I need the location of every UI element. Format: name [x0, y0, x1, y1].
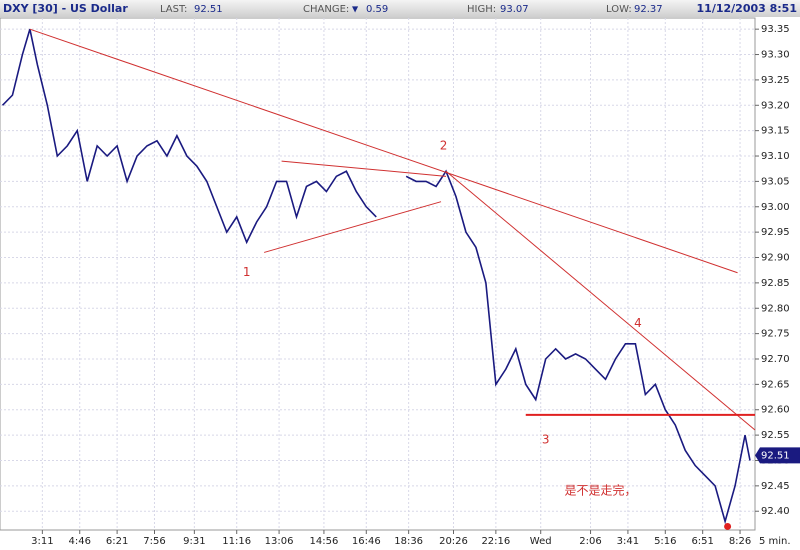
- x-tick-label: 20:26: [439, 536, 468, 547]
- x-tick-label: 16:46: [352, 536, 381, 547]
- y-tick-label: 92.40: [761, 506, 790, 517]
- trend-line: [281, 160, 447, 177]
- x-tick-label: 11:16: [222, 536, 251, 547]
- y-tick-label: 93.20: [761, 100, 790, 111]
- y-tick-label: 92.90: [761, 253, 790, 264]
- x-tick-label: 14:56: [310, 536, 339, 547]
- high-label: HIGH:: [467, 4, 496, 15]
- y-tick-label: 93.25: [761, 75, 790, 86]
- y-tick-label: 92.60: [761, 405, 790, 416]
- y-tick-label: 92.65: [761, 379, 790, 390]
- annotation: 1: [243, 265, 251, 279]
- y-tick-label: 92.45: [761, 481, 790, 492]
- y-tick-label: 93.15: [761, 126, 790, 137]
- x-tick-label: 2:06: [579, 536, 601, 547]
- y-tick-label: 92.70: [761, 354, 790, 365]
- annotation: 3: [542, 433, 550, 447]
- annotation: 4: [634, 316, 642, 330]
- marker-dot: [724, 522, 732, 530]
- symbol-title: DXY [30] - US Dollar: [3, 2, 128, 15]
- x-tick-label: 8:26: [729, 536, 751, 547]
- x-tick-label: 18:36: [394, 536, 423, 547]
- x-tick-label: 7:56: [143, 536, 165, 547]
- x-tick-label: 22:16: [481, 536, 510, 547]
- x-tick-label: 13:06: [265, 536, 294, 547]
- interval-label: 5 min.: [759, 536, 791, 547]
- x-tick-label: 4:46: [69, 536, 91, 547]
- y-tick-label: 92.95: [761, 227, 790, 238]
- y-tick-label: 93.00: [761, 202, 790, 213]
- y-tick-label: 92.55: [761, 430, 790, 441]
- price-line: [1, 28, 751, 525]
- low-value: 92.37: [634, 4, 663, 15]
- last-label: LAST:: [160, 4, 187, 15]
- header-bar: [0, 0, 800, 17]
- y-tick-label: 93.05: [761, 176, 790, 187]
- price-tag: [755, 447, 800, 464]
- y-tick-label: 92.80: [761, 303, 790, 314]
- price-tag-label: 92.51: [761, 450, 790, 461]
- last-value: 92.51: [194, 4, 223, 15]
- trend-line: [29, 28, 738, 274]
- low-label: LOW:: [606, 4, 632, 15]
- annotation: 2: [440, 138, 448, 152]
- change-value: 0.59: [366, 4, 388, 15]
- y-tick-label: 93.10: [761, 151, 790, 162]
- trend-line: [263, 201, 442, 253]
- x-tick-label: 5:16: [654, 536, 676, 547]
- y-tick-label: 92.85: [761, 278, 790, 289]
- x-tick-label: 3:11: [31, 536, 53, 547]
- trend-line: [445, 170, 756, 431]
- annotation: 是不是走完，: [565, 482, 637, 497]
- plot-area: [0, 17, 756, 531]
- date-time: 11/12/2003 8:51: [697, 2, 797, 15]
- header: DXY [30] - US Dollar LAST: 92.51 CHANGE:…: [3, 2, 797, 15]
- y-tick-label: 92.75: [761, 329, 790, 340]
- change-label: CHANGE:: [303, 4, 349, 15]
- x-tick-label: 6:51: [691, 536, 713, 547]
- x-tick-label: 6:21: [106, 536, 128, 547]
- change-arrow: ▼: [352, 5, 359, 14]
- x-tick-label: 9:31: [183, 536, 205, 547]
- x-tick-label: Wed: [530, 536, 552, 547]
- y-tick-label: 93.35: [761, 24, 790, 35]
- y-tick-label: 93.30: [761, 50, 790, 61]
- high-value: 93.07: [500, 4, 529, 15]
- x-tick-label: 3:41: [617, 536, 639, 547]
